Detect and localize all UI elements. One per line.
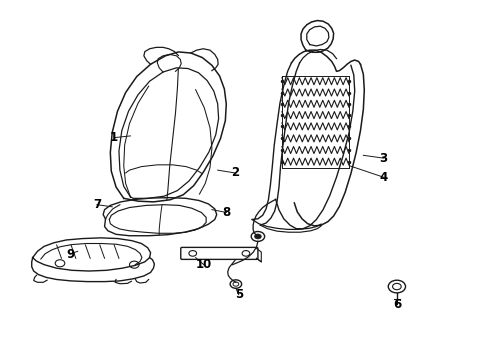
Text: 8: 8 — [222, 206, 230, 219]
Text: 6: 6 — [392, 298, 400, 311]
Circle shape — [254, 234, 261, 239]
Text: 10: 10 — [195, 258, 211, 271]
Text: 3: 3 — [379, 152, 387, 165]
Text: 9: 9 — [66, 248, 74, 261]
Text: 7: 7 — [93, 198, 101, 211]
Text: 4: 4 — [379, 171, 387, 184]
Text: 2: 2 — [230, 166, 239, 179]
Text: 5: 5 — [234, 288, 243, 301]
Text: 1: 1 — [110, 131, 118, 144]
